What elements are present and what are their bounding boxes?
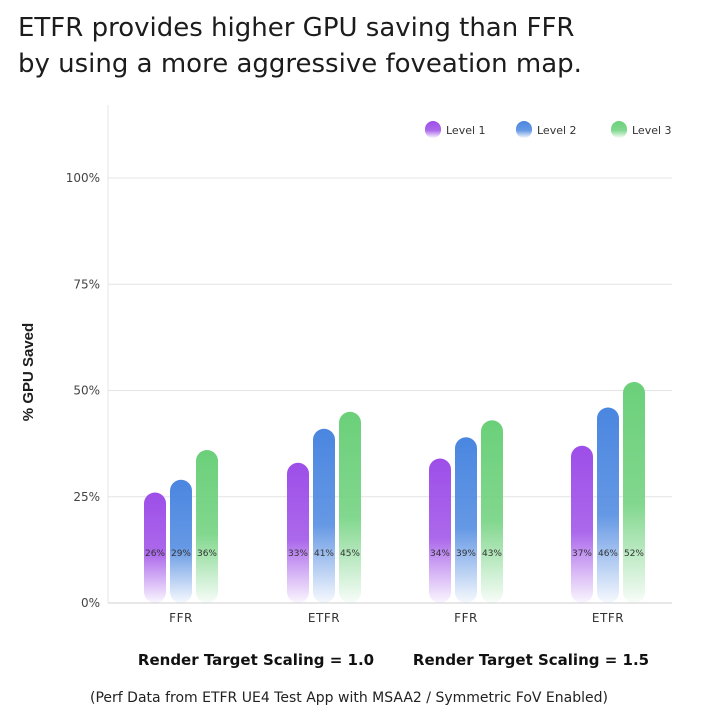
legend-label-2: Level 2 — [537, 124, 577, 137]
bar-level-2 — [597, 407, 619, 603]
legend: Level 1 Level 2 Level 3 — [425, 121, 672, 138]
bar-level-2 — [455, 437, 477, 603]
y-tick-label: 50% — [73, 384, 100, 398]
chart-title-line-2: by using a more aggressive foveation map… — [18, 49, 582, 79]
bar-value-label: 43% — [482, 549, 502, 559]
x-category-label: FFR — [454, 611, 478, 625]
bar-level-3 — [481, 420, 503, 603]
bar-level-1 — [571, 445, 593, 603]
chart-title-line-1: ETFR provides higher GPU saving than FFR — [18, 13, 575, 43]
y-axis-label: % GPU Saved — [20, 323, 37, 421]
bar-value-label: 46% — [598, 549, 618, 559]
bar-value-label: 26% — [145, 549, 165, 559]
bar-level-2 — [170, 479, 192, 603]
x-axis-category-labels: FFR ETFR FFR ETFR — [169, 611, 624, 625]
chart-title: ETFR provides higher GPU saving than FFR… — [18, 10, 688, 82]
y-tick-label: 0% — [81, 596, 100, 610]
bar-value-label: 41% — [314, 549, 334, 559]
group-label: Render Target Scaling = 1.0 — [138, 651, 374, 669]
x-category-label: ETFR — [592, 611, 624, 625]
bar-value-label: 52% — [624, 549, 644, 559]
y-axis-tick-labels: 0% 25% 50% 75% 100% — [66, 171, 100, 610]
legend-label-1: Level 1 — [446, 124, 486, 137]
y-tick-label: 75% — [73, 277, 100, 291]
bar-level-3 — [623, 382, 645, 603]
legend-swatch-1 — [425, 121, 441, 138]
bar-level-3 — [339, 411, 361, 603]
bar-level-3 — [196, 450, 218, 603]
bar-level-1 — [429, 458, 451, 603]
bar-value-label: 39% — [456, 549, 476, 559]
bar-value-label: 45% — [340, 549, 360, 559]
legend-swatch-3 — [611, 121, 627, 138]
group-label: Render Target Scaling = 1.5 — [413, 651, 649, 669]
bar-level-1 — [144, 492, 166, 603]
x-category-label: FFR — [169, 611, 193, 625]
y-tick-label: 100% — [66, 171, 100, 185]
footnote: (Perf Data from ETFR UE4 Test App with M… — [90, 690, 608, 706]
bar-value-label: 34% — [430, 549, 450, 559]
legend-swatch-2 — [516, 121, 532, 138]
bar-level-1 — [287, 462, 309, 603]
x-category-label: ETFR — [308, 611, 340, 625]
bar-value-label: 37% — [572, 549, 592, 559]
bar-value-label: 36% — [197, 549, 217, 559]
y-tick-label: 25% — [73, 490, 100, 504]
grid-lines — [107, 105, 672, 604]
group-labels: Render Target Scaling = 1.0 Render Target… — [138, 651, 649, 669]
legend-label-3: Level 3 — [632, 124, 672, 137]
bar-value-label: 33% — [288, 549, 308, 559]
bars: 26% 29% 36% 33% 41% 45% 34% 39% 43% 37% 46% 52% — [144, 382, 645, 603]
bar-level-2 — [313, 428, 335, 603]
bar-value-label: 29% — [171, 549, 191, 559]
